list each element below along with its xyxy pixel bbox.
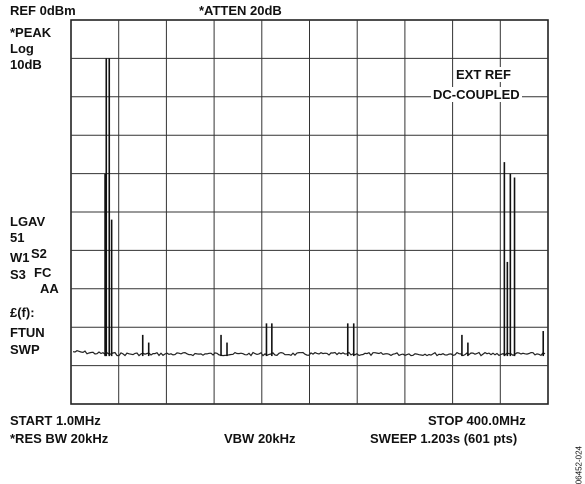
swp-label: SWP — [10, 342, 40, 357]
s2-label: S2 — [31, 246, 47, 261]
ff-label: £(f): — [10, 305, 35, 320]
peak-label: *PEAK — [10, 25, 52, 40]
figure-id: 06452-024 — [574, 446, 583, 484]
ftun-label: FTUN — [10, 325, 45, 340]
sweep-label: SWEEP 1.203s (601 pts) — [370, 431, 518, 446]
spectrum-plot — [70, 19, 549, 405]
attenuation-label: *ATTEN 20dB — [199, 3, 282, 18]
res-bw-label: *RES BW 20kHz — [10, 431, 109, 446]
ref-level-label: REF 0dBm — [10, 3, 76, 18]
lgav-count-label: 51 — [10, 230, 25, 245]
dc-coupled-annotation: DC-COUPLED — [431, 87, 522, 102]
scale-label: 10dB — [10, 57, 42, 72]
w1-label: W1 — [10, 250, 30, 265]
s3-label: S3 — [10, 267, 26, 282]
start-freq-label: START 1.0MHz — [10, 413, 101, 428]
log-label: Log — [10, 41, 34, 56]
stop-freq-label: STOP 400.0MHz — [428, 413, 526, 428]
aa-label: AA — [40, 281, 59, 296]
noise-floor-trace — [72, 350, 546, 357]
fc-label: FC — [34, 265, 52, 280]
trace-layer — [72, 58, 546, 357]
ext-ref-annotation: EXT REF — [454, 67, 513, 82]
vbw-label: VBW 20kHz — [224, 431, 296, 446]
lgav-label: LGAV — [10, 214, 46, 229]
plot-grid — [70, 19, 549, 405]
